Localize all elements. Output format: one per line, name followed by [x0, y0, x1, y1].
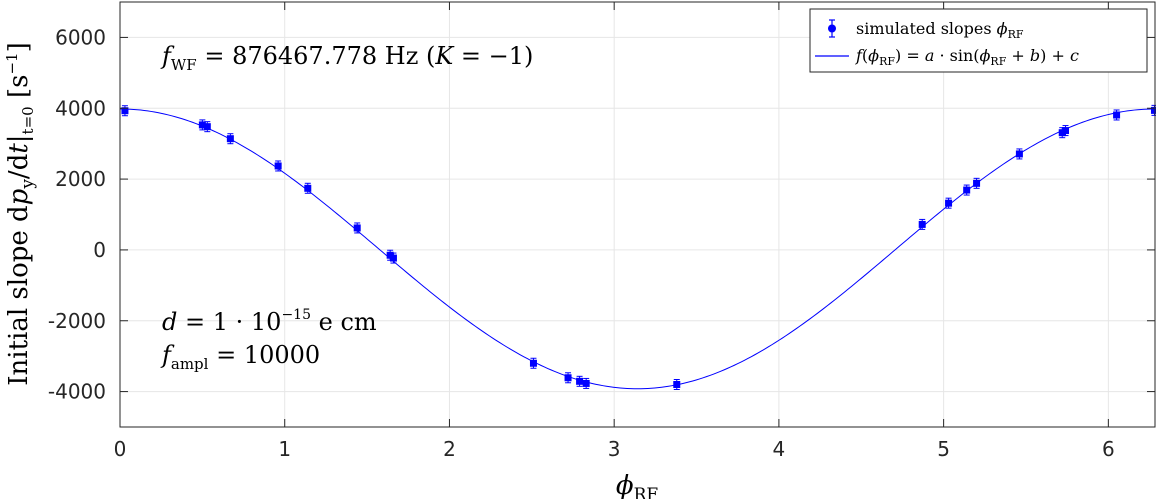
x-tick-labels: 0 1 2 3 4 5 6 — [114, 437, 1115, 461]
data-point — [973, 177, 981, 189]
data-point — [529, 357, 537, 369]
data-point — [353, 222, 361, 234]
data-point — [121, 105, 129, 117]
legend-marker-errorbar-icon — [828, 19, 836, 38]
y-tick-label: 6000 — [55, 25, 106, 49]
data-point — [304, 182, 312, 194]
data-point — [918, 218, 926, 230]
data-point — [226, 133, 234, 145]
data-point — [1062, 125, 1070, 137]
legend-box — [809, 8, 1148, 73]
data-points-layer — [121, 104, 1156, 390]
x-tick-label: 1 — [278, 437, 291, 461]
data-point — [1015, 148, 1023, 160]
data-point — [1113, 109, 1121, 121]
data-point — [203, 121, 211, 133]
x-tick-label: 3 — [608, 437, 621, 461]
fit-curve-line — [119, 108, 1156, 390]
legend-label-fit: f(ϕRF) = a · sin(ϕRF + b) + c — [855, 46, 1079, 68]
annotation-edm: d = 1 · 10−15 e cm — [162, 307, 377, 336]
data-point — [274, 160, 282, 172]
plot-area — [120, 2, 1155, 427]
data-point — [582, 377, 590, 389]
data-point — [963, 184, 971, 196]
fit-curve-layer — [119, 108, 1156, 390]
y-tick-label: -4000 — [48, 380, 106, 404]
data-point — [673, 379, 681, 390]
data-point — [564, 372, 572, 384]
data-point — [576, 375, 584, 387]
plot-frame — [119, 1, 1156, 428]
data-point — [945, 197, 953, 209]
y-tick-label: 4000 — [55, 96, 106, 120]
y-axis-title: Initial slope dpy/dt|t=0 [s−1] — [3, 42, 38, 386]
data-point — [1150, 104, 1156, 116]
data-point — [389, 252, 397, 264]
y-tick-label: -2000 — [48, 309, 106, 333]
y-tick-label: 0 — [93, 238, 106, 262]
x-tick-label: 0 — [114, 437, 127, 461]
y-tick-label: 2000 — [55, 167, 106, 191]
axis-ticks — [119, 2, 1155, 427]
legend-label-data: simulated slopes ϕRF — [856, 19, 1024, 41]
x-tick-label: 5 — [937, 437, 950, 461]
y-tick-labels: 6000 4000 2000 0 -2000 -4000 — [48, 25, 106, 403]
x-tick-label: 6 — [1102, 437, 1115, 461]
annotation-frequency: fWF = 876467.778 Hz (K = −1) — [160, 42, 533, 74]
x-tick-label: 4 — [773, 437, 786, 461]
legend: simulated slopes ϕRF f(ϕRF) = a · sin(ϕR… — [809, 8, 1148, 73]
x-tick-label: 2 — [443, 437, 456, 461]
